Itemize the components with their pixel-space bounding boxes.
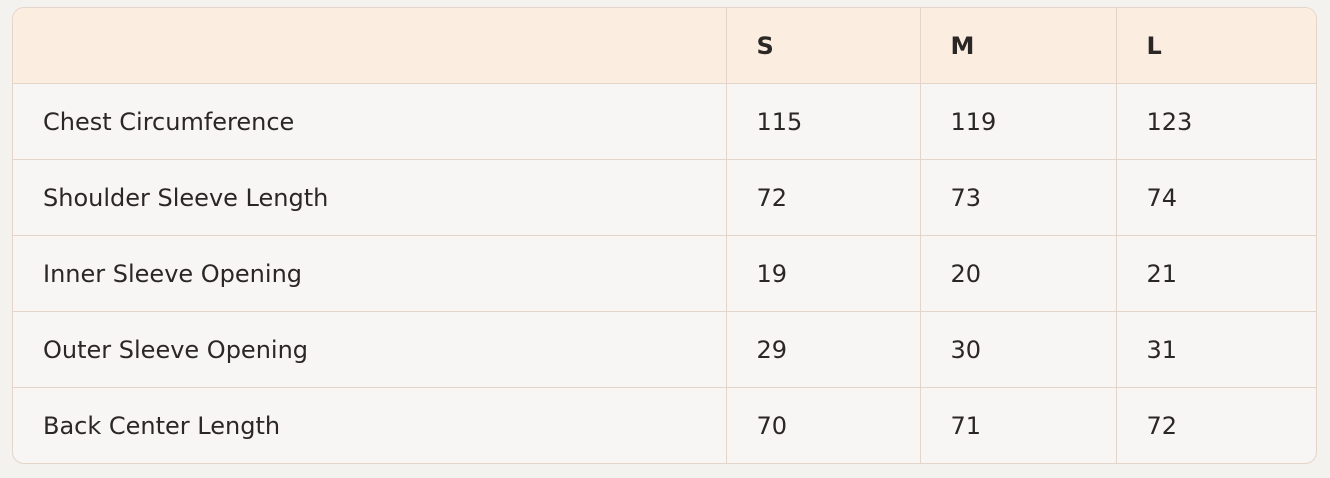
measurement-label: Chest Circumference — [13, 83, 727, 160]
measurement-value: 30 — [920, 311, 1117, 388]
measurement-label: Inner Sleeve Opening — [13, 235, 727, 312]
measurement-value: 21 — [1116, 235, 1316, 312]
measurement-label: Back Center Length — [13, 387, 727, 463]
measurement-value: 20 — [920, 235, 1117, 312]
size-table: S M L Chest Circumference 115 119 123 Should… — [13, 8, 1316, 463]
measurement-value: 29 — [726, 311, 921, 388]
measurement-label: Shoulder Sleeve Length — [13, 159, 727, 236]
measurement-value: 70 — [726, 387, 921, 463]
table-row: Chest Circumference 115 119 123 — [13, 83, 1316, 160]
measurement-value: 72 — [726, 159, 921, 236]
measurement-value: 71 — [920, 387, 1117, 463]
measurement-value: 74 — [1116, 159, 1316, 236]
header-size-s: S — [726, 8, 921, 84]
size-chart: S M L Chest Circumference 115 119 123 Should… — [12, 7, 1317, 464]
header-size-m: M — [920, 8, 1117, 84]
table-row: Inner Sleeve Opening 19 20 21 — [13, 235, 1316, 312]
measurement-value: 72 — [1146, 411, 1178, 440]
header-label — [13, 8, 727, 84]
measurement-value: 123 — [1116, 83, 1316, 160]
measurement-value: 119 — [920, 83, 1117, 160]
header-size-l: L — [1116, 8, 1316, 84]
header-row: S M L — [13, 8, 1316, 84]
table-row: Back Center Length 70 71 72 — [13, 387, 1316, 463]
table-row: Shoulder Sleeve Length 72 73 74 — [13, 159, 1316, 236]
measurement-value: 19 — [726, 235, 921, 312]
measurement-value: 73 — [920, 159, 1117, 236]
table-row: Outer Sleeve Opening 29 30 31 — [13, 311, 1316, 388]
measurement-label: Outer Sleeve Opening — [13, 311, 727, 388]
measurement-value: 31 — [1116, 311, 1316, 388]
measurement-value: 115 — [726, 83, 921, 160]
